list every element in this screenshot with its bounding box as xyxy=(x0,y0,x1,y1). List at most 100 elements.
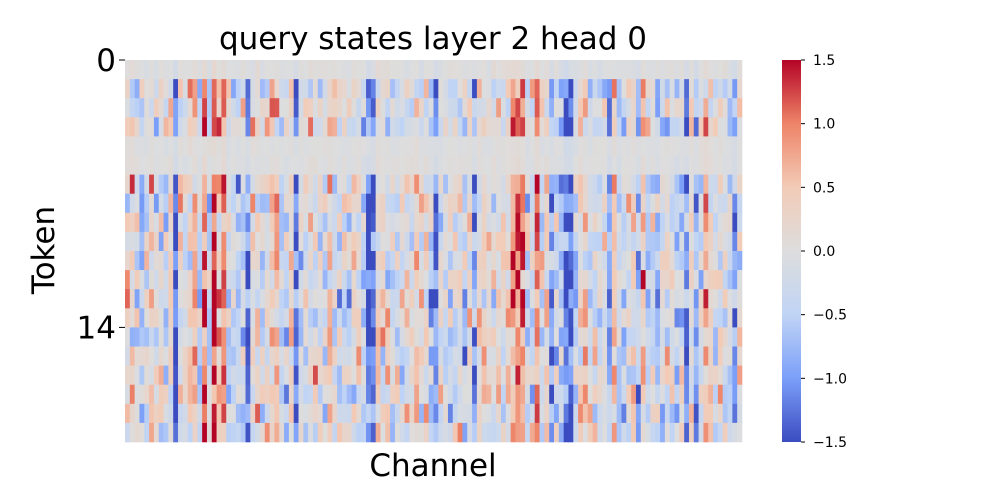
heatmap-cell xyxy=(674,289,680,309)
heatmap-cell xyxy=(269,308,275,328)
heatmap-cell xyxy=(525,346,531,366)
heatmap-cell xyxy=(312,384,319,405)
heatmap-cell xyxy=(202,346,208,366)
heatmap-cell xyxy=(433,403,439,424)
heatmap-cell xyxy=(394,251,401,271)
heatmap-cell xyxy=(679,98,685,118)
heatmap-cell xyxy=(361,403,367,424)
heatmap-cell xyxy=(650,422,656,443)
heatmap-cell xyxy=(587,98,593,118)
heatmap-cell xyxy=(187,327,193,347)
heatmap-cell xyxy=(544,155,550,175)
heatmap-cell xyxy=(202,212,208,233)
heatmap-cell xyxy=(361,327,367,347)
heatmap-cell xyxy=(303,403,309,424)
heatmap-cell xyxy=(211,327,217,347)
heatmap-cell xyxy=(578,117,584,137)
heatmap-cell xyxy=(563,251,569,271)
heatmap-cell xyxy=(650,384,656,405)
heatmap-cell xyxy=(332,79,338,99)
heatmap-cell xyxy=(264,384,270,405)
heatmap-cell xyxy=(563,174,569,194)
heatmap-cell xyxy=(255,270,261,290)
heatmap-cell xyxy=(202,270,208,290)
heatmap-cell xyxy=(153,193,160,214)
heatmap-cell xyxy=(250,79,256,99)
heatmap-cell xyxy=(563,403,569,424)
heatmap-cell xyxy=(385,174,391,194)
heatmap-cell xyxy=(322,136,328,156)
heatmap-cell xyxy=(457,231,463,252)
heatmap-cell xyxy=(433,327,439,347)
heatmap-cell xyxy=(631,136,637,156)
heatmap-cell xyxy=(621,79,627,99)
heatmap-cell xyxy=(539,251,545,271)
heatmap-cell xyxy=(380,422,386,443)
heatmap-cell xyxy=(317,327,323,347)
heatmap-cell xyxy=(621,117,627,137)
heatmap-cell xyxy=(693,136,699,156)
heatmap-cell xyxy=(467,346,473,366)
heatmap-cell xyxy=(602,136,608,156)
heatmap-cell xyxy=(443,403,449,424)
heatmap-cell xyxy=(717,289,724,309)
heatmap-cell xyxy=(129,231,135,252)
heatmap-cell xyxy=(491,365,497,385)
heatmap-cell xyxy=(433,231,439,252)
heatmap-cell xyxy=(245,365,251,385)
heatmap-cell xyxy=(621,270,627,290)
heatmap-cell xyxy=(664,251,670,271)
heatmap-cell xyxy=(650,98,656,118)
heatmap-cell xyxy=(573,308,579,328)
heatmap-cell xyxy=(635,155,642,175)
heatmap-cell xyxy=(419,346,425,366)
heatmap-cell xyxy=(226,327,232,347)
heatmap-cell xyxy=(438,79,444,99)
heatmap-cell xyxy=(134,212,140,233)
heatmap-cell xyxy=(149,155,155,175)
heatmap-cell xyxy=(144,174,150,194)
heatmap-cell xyxy=(399,365,405,385)
heatmap-cell xyxy=(631,155,637,175)
heatmap-cell xyxy=(211,289,217,309)
heatmap-cell xyxy=(240,155,246,175)
heatmap-cell xyxy=(153,289,160,309)
heatmap-cell xyxy=(346,403,352,424)
heatmap-cell xyxy=(317,79,323,99)
heatmap-cell xyxy=(582,117,589,137)
heatmap-cell xyxy=(144,289,150,309)
heatmap-cell xyxy=(457,136,463,156)
heatmap-cell xyxy=(341,327,348,347)
heatmap-cell xyxy=(674,327,680,347)
heatmap-cell xyxy=(399,251,405,271)
heatmap-cell xyxy=(472,79,478,99)
heatmap-cell xyxy=(737,117,743,137)
heatmap-cell xyxy=(264,79,270,99)
heatmap-cell xyxy=(366,422,372,443)
heatmap-cell xyxy=(149,60,155,80)
heatmap-cell xyxy=(428,422,434,443)
heatmap-cell xyxy=(607,231,613,252)
heatmap-cell xyxy=(341,98,348,118)
heatmap-cell xyxy=(284,117,290,137)
heatmap-cell xyxy=(158,384,164,405)
heatmap-cell xyxy=(664,174,670,194)
heatmap-cell xyxy=(520,174,526,194)
heatmap-cell xyxy=(621,155,627,175)
heatmap-cell xyxy=(529,174,536,194)
heatmap-cell xyxy=(708,403,714,424)
heatmap-cell xyxy=(284,60,290,80)
heatmap-cell xyxy=(732,136,738,156)
heatmap-cell xyxy=(428,308,434,328)
heatmap-cell xyxy=(317,384,323,405)
heatmap-cell xyxy=(713,79,719,99)
heatmap-cell xyxy=(655,384,661,405)
heatmap-cell xyxy=(322,327,328,347)
heatmap-cell xyxy=(264,270,270,290)
heatmap-cell xyxy=(684,270,690,290)
heatmap-cell xyxy=(452,60,458,80)
heatmap-cell xyxy=(390,98,396,118)
heatmap-cell xyxy=(515,346,521,366)
heatmap-cell xyxy=(693,60,699,80)
heatmap-cell xyxy=(433,136,439,156)
